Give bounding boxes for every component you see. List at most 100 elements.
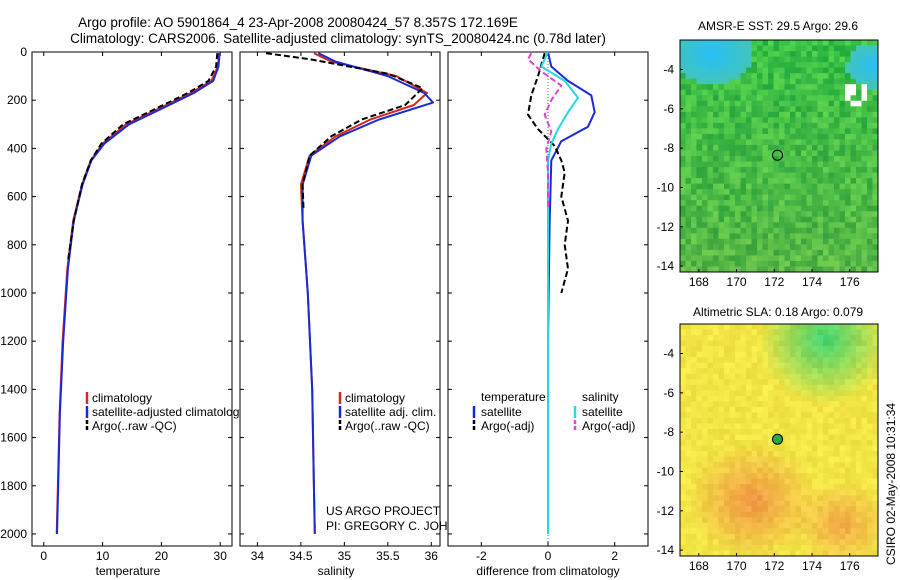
map-cell — [784, 550, 791, 557]
map-cell — [790, 189, 796, 196]
map-cell — [724, 189, 730, 196]
map-cell — [691, 335, 697, 341]
map-cell — [768, 150, 774, 157]
lon-tick-label: 172 — [764, 559, 784, 573]
map-cell — [834, 139, 840, 146]
x-tick-label: 35 — [338, 549, 352, 563]
map-cell — [718, 539, 725, 546]
map-cell — [801, 56, 807, 63]
map-cell — [724, 133, 730, 140]
map-cell — [685, 106, 692, 113]
sst-map-panel: AMSR-E SST: 29.5 Argo: 29.6 168 170 172 174… — [657, 19, 879, 289]
map-cell — [724, 200, 730, 207]
map-cell — [850, 161, 857, 168]
map-cell — [724, 456, 730, 463]
map-cell — [801, 189, 807, 196]
map-cell — [768, 216, 774, 223]
map-cell — [773, 489, 780, 496]
map-cell — [806, 473, 813, 480]
y-tick-label: 1000 — [0, 286, 27, 300]
map-cell — [680, 417, 686, 424]
map-cell — [790, 478, 796, 485]
map-cell — [845, 189, 851, 196]
map-cell — [806, 128, 813, 135]
map-cell — [702, 111, 708, 118]
map-cell — [867, 73, 873, 80]
map-cell — [834, 156, 840, 162]
legend-sal-argo-label: Argo(-adj) — [582, 419, 635, 433]
map-cell — [828, 161, 835, 168]
map-cell — [718, 211, 725, 218]
map-cell — [850, 340, 857, 347]
map-cell — [834, 51, 840, 57]
map-cell — [757, 379, 763, 386]
map-cell — [724, 45, 730, 52]
map-cell — [839, 40, 846, 46]
map-cell — [707, 100, 714, 107]
map-cell — [768, 489, 774, 496]
map-cell — [735, 467, 741, 474]
map-cell — [680, 255, 686, 262]
map-cell — [784, 78, 791, 85]
map-cell — [702, 324, 708, 330]
map-cell — [867, 233, 873, 240]
map-cell — [801, 428, 807, 435]
map-cell — [696, 233, 703, 240]
map-cell — [850, 200, 857, 207]
map-cell — [867, 211, 873, 218]
map-cell — [762, 84, 769, 91]
map-cell — [685, 249, 692, 256]
map-cell — [729, 346, 736, 353]
map-cell — [867, 62, 873, 69]
map-cell — [696, 456, 703, 463]
map-cell — [779, 111, 785, 118]
map-cell — [735, 244, 741, 251]
map-cell — [856, 238, 862, 245]
map-cell — [768, 478, 774, 485]
map-cell — [817, 329, 824, 336]
map-cell — [724, 335, 730, 341]
map-cell — [872, 423, 879, 430]
map-cell — [795, 478, 802, 485]
map-cell — [751, 346, 758, 353]
map-cell — [872, 189, 879, 196]
map-cell — [724, 89, 730, 96]
map-cell — [812, 111, 818, 118]
map-cell — [718, 368, 725, 375]
map-cell — [806, 222, 813, 229]
map-cell — [839, 517, 846, 524]
map-cell — [823, 73, 829, 80]
map-cell — [740, 95, 747, 102]
map-cell — [685, 478, 692, 485]
map-cell — [823, 194, 829, 201]
map-cell — [812, 428, 818, 435]
map-cell — [828, 484, 835, 491]
map-cell — [784, 238, 791, 245]
map-cell — [680, 533, 686, 540]
map-cell — [795, 205, 802, 212]
map-cell — [746, 111, 752, 118]
map-cell — [850, 150, 857, 157]
map-cell — [768, 440, 774, 446]
legend-argo-label: Argo(..raw -QC) — [345, 419, 430, 433]
salinity-x-axis: 34 34.5 35 35.5 36 — [240, 51, 440, 563]
map-cell — [790, 495, 796, 502]
map-cell — [790, 423, 796, 430]
map-cell — [779, 484, 785, 491]
map-cell — [696, 467, 703, 474]
map-cell — [839, 183, 846, 190]
map-cell — [718, 150, 725, 157]
map-cell — [806, 324, 813, 330]
map-cell — [724, 238, 730, 245]
map-cell — [817, 89, 824, 96]
map-cell — [707, 156, 714, 162]
map-cell — [729, 340, 736, 347]
map-cell — [806, 517, 813, 524]
map-cell — [718, 73, 725, 80]
map-cell — [856, 417, 862, 424]
map-cell — [856, 335, 862, 341]
map-cell — [773, 56, 780, 63]
map-cell — [702, 511, 708, 518]
map-cell — [685, 100, 692, 107]
map-cell — [779, 335, 785, 341]
